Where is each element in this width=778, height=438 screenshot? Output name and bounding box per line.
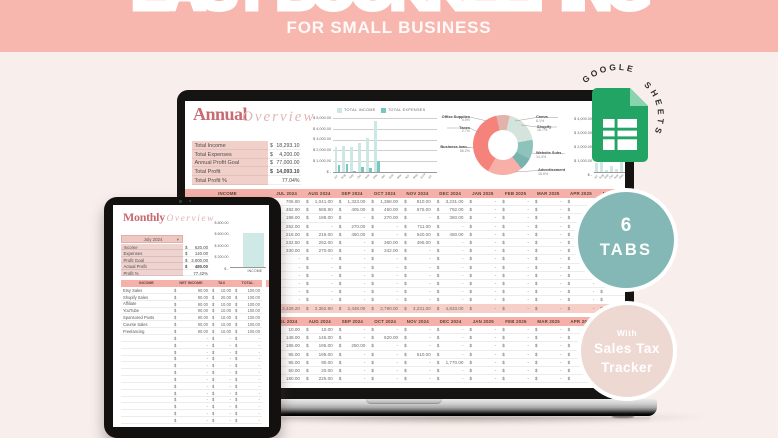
svg-text:GOOGLE: GOOGLE (580, 62, 636, 85)
